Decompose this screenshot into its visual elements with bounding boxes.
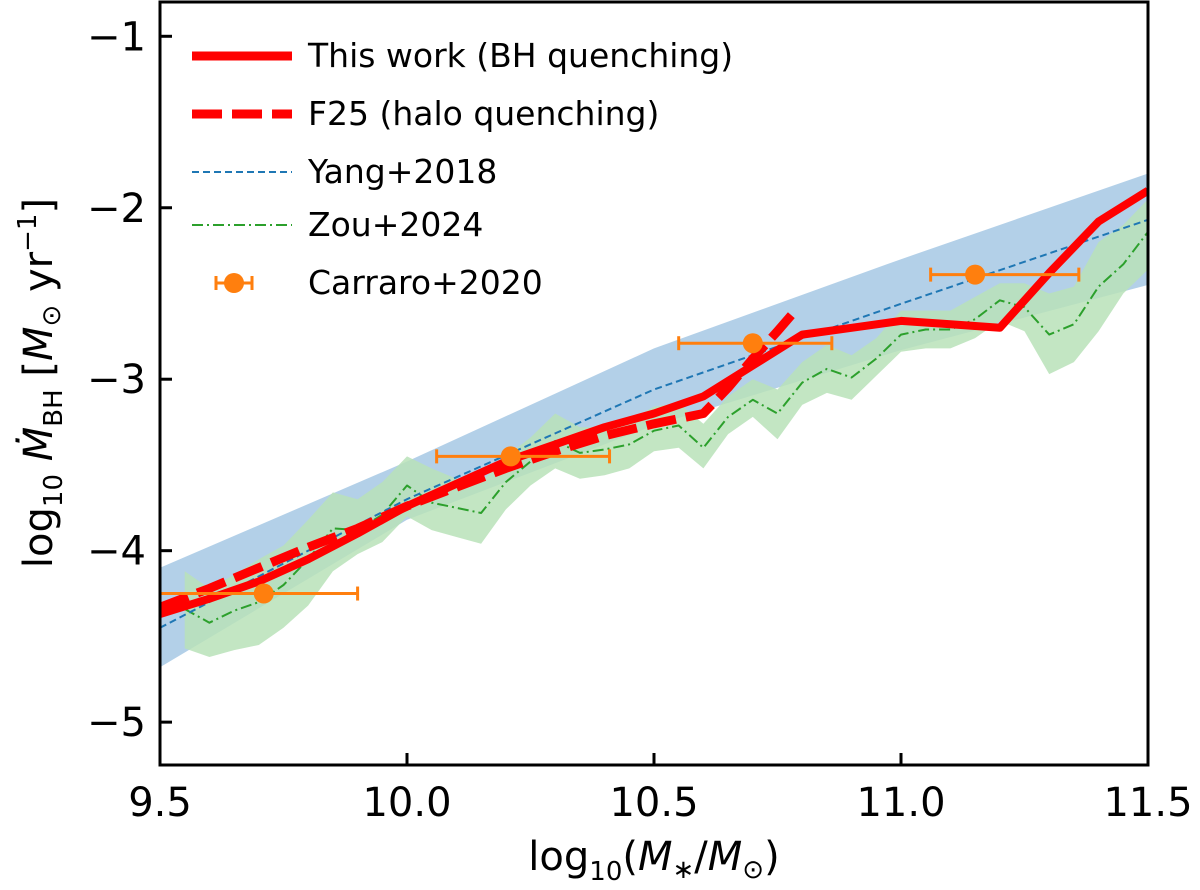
y-axis-label: log10 ṀBH [M⊙ yr−1] — [13, 198, 69, 568]
legend-label-f25: F25 (halo quenching) — [308, 94, 659, 133]
svg-text:log10 ṀBH [M⊙ yr−1]: log10 ṀBH [M⊙ yr−1] — [13, 198, 69, 568]
y-tick-label: −4 — [87, 529, 146, 575]
x-tick-label: 10.5 — [609, 780, 698, 826]
legend-label-yang: Yang+2018 — [307, 152, 497, 191]
y-tick-label: −1 — [87, 14, 146, 60]
x-tick-label: 9.5 — [128, 780, 192, 826]
y-tick-label: −3 — [87, 357, 146, 403]
y-tick-label: −2 — [87, 186, 146, 232]
x-axis-label: log10(M∗/M⊙) — [528, 834, 779, 887]
x-tick-label: 10.0 — [362, 780, 451, 826]
series-this-work-bh-quenching — [160, 187, 1148, 618]
legend-label-this-work: This work (BH quenching) — [307, 36, 733, 75]
legend: This work (BH quenching) F25 (halo quenc… — [192, 36, 733, 302]
legend-label-zou: Zou+2024 — [308, 205, 483, 244]
carraro-point-3 — [677, 333, 834, 354]
legend-label-carraro: Carraro+2020 — [308, 263, 543, 302]
series-f25-halo-quenching — [160, 311, 796, 612]
carraro-point-4 — [929, 264, 1081, 285]
x-tick-label: 11.0 — [856, 780, 945, 826]
legend-swatch-carraro — [214, 273, 254, 293]
ticks-layer: 9.5 10.0 10.5 11.0 11.5 −5 −4 −3 −2 −1 — [87, 14, 1193, 826]
x-tick-label: 11.5 — [1103, 780, 1192, 826]
y-tick-label: −5 — [87, 700, 146, 746]
carraro-point-2 — [435, 446, 612, 467]
